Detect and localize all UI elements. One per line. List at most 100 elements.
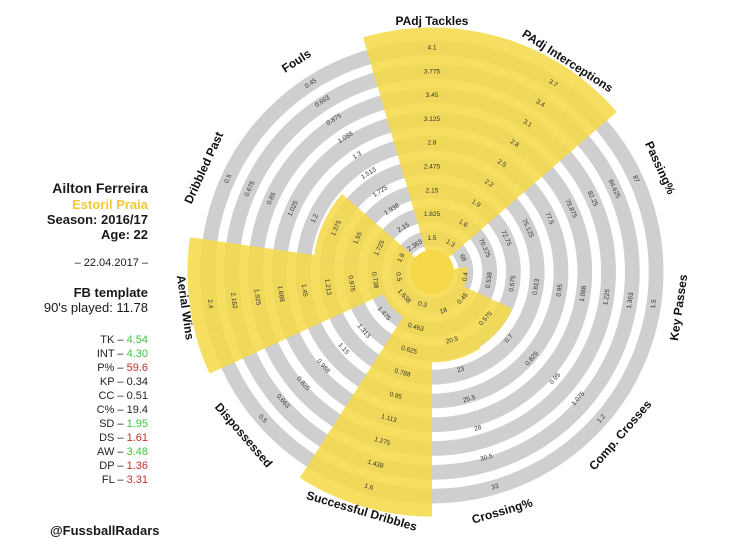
tick-label: 1.113 [380,413,397,424]
tick-label: 0.813 [532,278,541,295]
tick-label: 1.925 [252,289,261,306]
tick-label: 0.95 [556,283,565,297]
player-season: Season: 2016/17 [46,212,148,227]
stat-label: AW – [97,446,127,458]
tick-label: 3.4 [534,98,546,109]
radar-slice [432,272,513,347]
tick-label: 3.7 [547,78,559,89]
stat-row: AW – 3.48 [0,445,148,459]
tick-label: 20.5 [445,335,459,345]
tick-label: 2.8 [427,140,436,147]
minutes-played: 90's played: 11.78 [43,300,148,315]
stat-row: DS – 1.61 [0,431,148,445]
tick-label: 0.538 [485,271,494,288]
stat-row: TK – 4.54 [0,333,148,347]
tick-label: 1.5 [650,299,658,309]
tick-label: 0.463 [407,322,425,333]
radar-slice [187,237,432,374]
category-label: Crossing% [470,495,534,526]
category-label: Dispossessed [212,400,275,470]
tick-label: 1.5 [427,235,436,242]
tick-label: 0.975 [347,275,356,292]
tick-label: 1.55 [352,231,364,246]
tick-label: 1.688 [276,285,285,302]
tick-label: 0.738 [370,272,379,289]
tick-label: 1.3 [352,150,364,161]
radar-slice [363,27,501,272]
stat-row: KP – 0.34 [0,375,148,389]
category-label: Key Passes [667,273,690,341]
category-label: Fouls [279,46,314,75]
stat-row: CC – 0.51 [0,389,148,403]
radar-slices [187,27,617,517]
tick-label: 68 [458,253,468,263]
stat-row: SD – 1.95 [0,417,148,431]
stat-label: P% – [97,362,127,374]
stat-value: 19.4 [126,404,148,416]
stat-row: FL – 3.31 [0,473,148,487]
template-name: FB template [73,285,148,300]
stat-value: 1.36 [126,460,148,472]
stat-label: FL – [101,474,127,486]
tick-label: 0.5 [257,413,268,425]
tick-label: 3.775 [424,68,441,75]
report-date: – 22.04.2017 – [74,257,148,269]
radar-slice [299,272,432,517]
tick-label: 0.5 [394,272,402,282]
credit-handle: @FussballRadars [50,523,160,538]
stat-value: 0.34 [126,376,148,388]
stat-value: 4.30 [126,348,148,360]
player-name: Ailton Ferreira [52,180,148,196]
tick-label: 1.2 [596,413,607,425]
tick-label: 1.6 [363,483,374,492]
stat-label: SD – [99,418,127,430]
tick-label: 87 [631,174,641,184]
tick-label: 1.088 [579,285,588,302]
stat-value: 1.95 [126,418,148,430]
stat-row: DP – 1.36 [0,459,148,473]
tick-label: 0.4 [462,272,470,282]
stat-row: C% – 19.4 [0,403,148,417]
tick-label: 23 [456,365,465,374]
stat-label: KP – [99,376,127,388]
stat-row: P% – 59.6 [0,361,148,375]
tick-label: 2.475 [424,163,441,170]
tick-label: 28 [474,424,483,433]
stat-value: 3.48 [126,446,148,458]
tick-label: 2.162 [229,292,238,309]
tick-label: 25.5 [462,394,476,404]
tick-label: 0.95 [389,391,403,401]
category-label: PAdj Tackles [396,14,469,28]
tick-label: 1.275 [373,436,391,447]
tick-label: 1.363 [626,292,635,309]
stat-label: C% – [96,404,127,416]
tick-label: 0.675 [508,275,517,292]
tick-label: 0.625 [400,345,418,356]
stat-value: 1.61 [126,432,148,444]
tick-label: 1.45 [300,284,309,298]
tick-label: 1.225 [602,288,611,305]
tick-label: 2.15 [426,187,439,194]
stat-label: DS – [99,432,127,444]
stat-value: 59.6 [126,362,148,374]
tick-label: 4.1 [427,45,436,52]
tick-label: 2.2 [483,178,495,189]
stat-label: TK – [100,334,127,346]
tick-label: 1.9 [396,252,406,263]
tick-label: 0.85 [266,191,278,206]
tick-label: 3.45 [426,92,439,99]
tick-label: 30.5 [480,453,494,463]
tick-label: 1.825 [424,211,441,218]
stat-row: INT – 4.30 [0,347,148,361]
tick-label: 1.9 [470,198,482,209]
tick-label: 0.5 [223,173,233,184]
stat-label: INT – [96,348,127,360]
tick-label: 77.5 [543,211,555,226]
tick-label: 2.8 [509,138,521,149]
stat-label: DP – [99,460,127,472]
tick-label: 1.3 [445,238,457,249]
tick-label: 2.5 [496,158,508,169]
tick-label: 0.7 [504,333,515,345]
tick-label: 0.788 [393,368,411,379]
player-age: Age: 22 [101,227,148,242]
